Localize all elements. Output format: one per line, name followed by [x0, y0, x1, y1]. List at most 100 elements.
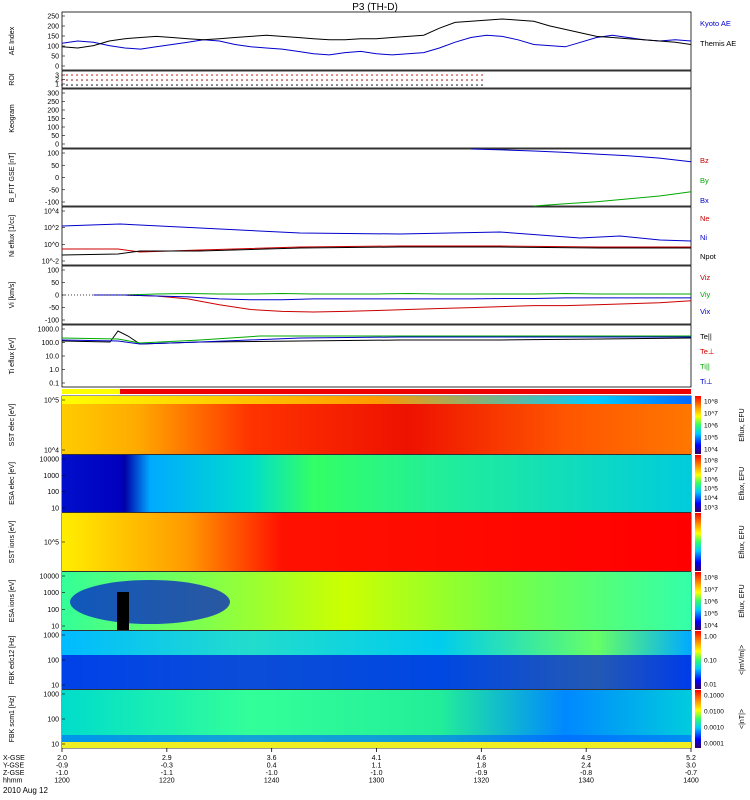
sst_e-cbar-tick: 10^7 [704, 411, 718, 418]
roi-dot [406, 79, 408, 81]
roi-dot [281, 84, 283, 86]
roi-dot [441, 79, 443, 81]
roi-dot [426, 84, 428, 86]
sst_e-cbar-tick: 10^5 [704, 435, 718, 442]
sst-ion-heatmap [62, 513, 691, 571]
x-tick-hhmm: 1240 [264, 778, 280, 785]
roi-ytick: 3 [55, 73, 59, 80]
esa_i-ytick: 10000 [40, 574, 60, 581]
roi-dot [76, 74, 78, 76]
roi-ylabel: ROI [9, 73, 16, 86]
esa_i-ylabel: ESA ions [eV] [9, 580, 16, 623]
roi-dot [166, 79, 168, 81]
roi-dot [286, 74, 288, 76]
density-frame [61, 206, 692, 266]
roi-dot [156, 74, 158, 76]
roi-dot [396, 84, 398, 86]
x-row-label: Y-GSE [3, 763, 24, 770]
roi-dot [386, 79, 388, 81]
roi-dot [296, 84, 298, 86]
esa-ion-gap [117, 592, 129, 630]
sst-elec-top-band [62, 396, 691, 404]
roi-dot [256, 74, 258, 76]
roi-dot [176, 79, 178, 81]
roi-dot [91, 74, 93, 76]
roi-dot [186, 84, 188, 86]
roi-dot [381, 74, 383, 76]
roi-dot [126, 74, 128, 76]
roi-dot [101, 84, 103, 86]
roi-dot [416, 74, 418, 76]
x-row-label: Z-GSE [3, 770, 25, 777]
fbk_b-cbar-label: <|nT|> [739, 709, 746, 729]
x-tick-hhmm: 1300 [369, 778, 385, 785]
roi-dot [241, 74, 243, 76]
fbk_b-cbar-tick: 0.0010 [704, 725, 724, 732]
heatmaps [62, 389, 691, 748]
roi-dot [341, 74, 343, 76]
roi-dot [156, 84, 158, 86]
roi-dot [326, 79, 328, 81]
x-tick-y: -0.9 [56, 763, 68, 770]
roi-dot [231, 74, 233, 76]
roi-dot [481, 84, 483, 86]
legend-by: By [700, 176, 709, 185]
roi-dot [166, 74, 168, 76]
roi-dot [291, 84, 293, 86]
x-tick-y: 2.4 [581, 763, 591, 770]
x-tick-z: -1.1 [161, 770, 173, 777]
roi-dot [396, 79, 398, 81]
ae-frame [61, 11, 692, 71]
esa_i-cbar-tick: 10^7 [704, 587, 718, 594]
roi-dot [111, 74, 113, 76]
x-tick-y: 1.8 [476, 763, 486, 770]
roi-dot [471, 79, 473, 81]
roi-dot [311, 74, 313, 76]
sst_i-ylabel: SST ions [eV] [9, 521, 16, 564]
roi-dot [131, 79, 133, 81]
roi-dot [296, 74, 298, 76]
x-tick-hhmm: 1220 [159, 778, 175, 785]
roi-dot [391, 74, 393, 76]
roi-dot [471, 84, 473, 86]
roi-dot [306, 74, 308, 76]
roi-dot [381, 84, 383, 86]
roi-dot [421, 74, 423, 76]
roi-dot [141, 79, 143, 81]
esa_i-cbar-tick: 10^5 [704, 611, 718, 618]
legend-ne: Ne [700, 214, 710, 223]
roi-dot [251, 84, 253, 86]
roi-dot [66, 84, 68, 86]
roi-dot [151, 79, 153, 81]
roi-dot [446, 79, 448, 81]
roi-dot [351, 84, 353, 86]
roi-dot [141, 74, 143, 76]
velocity-ylabel: Vi [km/s] [9, 282, 16, 309]
keogram-ytick: 300 [47, 91, 59, 98]
fbk_b-ytick: 1000 [43, 692, 59, 699]
roi-dot [361, 79, 363, 81]
roi-dot [336, 74, 338, 76]
esa_i-ytick: 10 [51, 624, 59, 631]
velocity-ytick: 100 [47, 268, 59, 275]
roi-dot [71, 79, 73, 81]
ae-ytick: 250 [47, 14, 59, 21]
roi-dot [256, 84, 258, 86]
roi-dot [86, 79, 88, 81]
roi-dot [191, 79, 193, 81]
keogram-ylabel: Keogram [9, 104, 16, 133]
sst_i-cbar-label: Eflux, EFU [739, 525, 746, 558]
roi-dot [426, 79, 428, 81]
mode-bar-red [120, 389, 691, 394]
legend-ni: Ni [700, 233, 707, 242]
ae-ytick: 0 [55, 64, 59, 71]
sst_e-ytick: 10^4 [44, 448, 59, 455]
fbk_e-cbar-tick: 0.10 [704, 658, 717, 665]
roi-dot [296, 79, 298, 81]
roi-dot [71, 74, 73, 76]
legend-kyoto-ae: Kyoto AE [700, 19, 731, 28]
roi-dot [181, 84, 183, 86]
roi-dot [226, 84, 228, 86]
sst_e-ytick: 10^5 [44, 398, 59, 405]
roi-dot [376, 79, 378, 81]
